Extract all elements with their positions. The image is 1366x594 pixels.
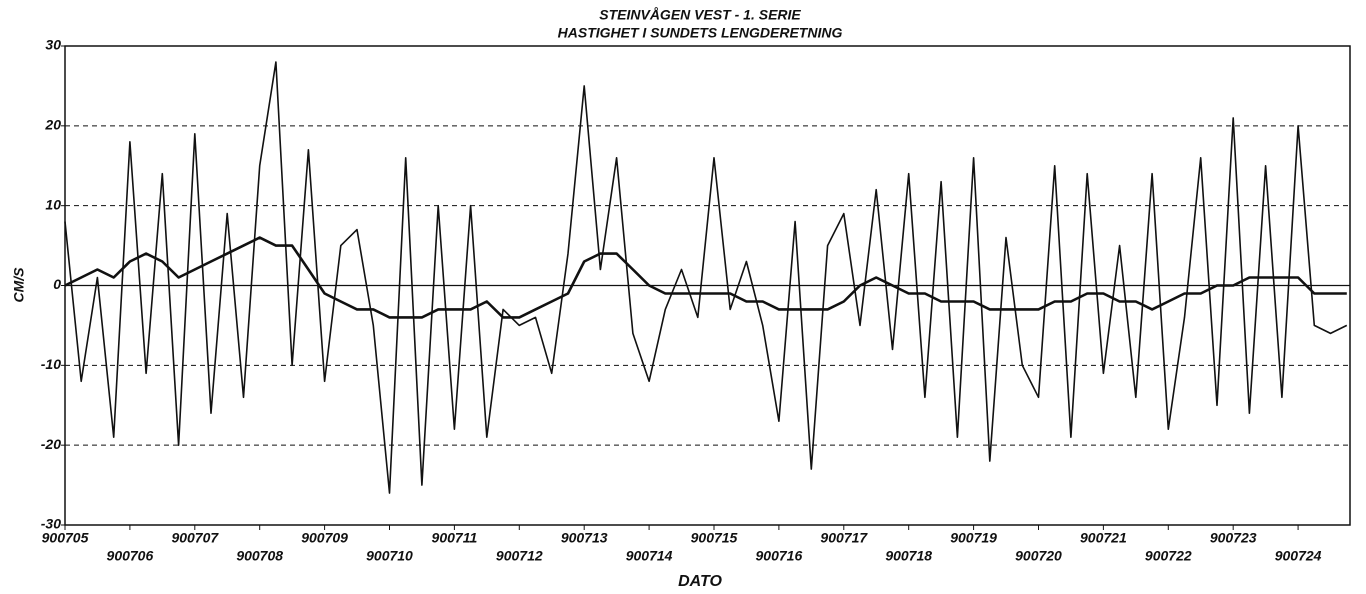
x-tick-label: 900709 bbox=[301, 530, 348, 546]
x-tick-label: 900717 bbox=[820, 530, 868, 546]
y-tick-label: 0 bbox=[53, 276, 61, 292]
y-tick-label: -30 bbox=[41, 516, 61, 532]
x-tick-label: 900724 bbox=[1275, 548, 1322, 564]
chart-title: STEINVÅGEN VEST - 1. SERIE bbox=[599, 7, 801, 23]
x-tick-label: 900711 bbox=[432, 530, 478, 546]
y-tick-label: 10 bbox=[45, 196, 61, 212]
x-tick-label: 900722 bbox=[1145, 548, 1192, 564]
y-tick-label: -20 bbox=[41, 436, 61, 452]
x-tick-label: 900714 bbox=[626, 548, 673, 564]
x-tick-label: 900710 bbox=[366, 548, 413, 564]
x-axis-label: DATO bbox=[678, 573, 722, 590]
x-tick-label: 900721 bbox=[1080, 530, 1127, 546]
x-tick-label: 900720 bbox=[1015, 548, 1062, 564]
x-tick-label: 900713 bbox=[561, 530, 608, 546]
y-tick-label: 20 bbox=[44, 117, 61, 133]
y-axis-label: CM/S bbox=[11, 267, 27, 303]
x-tick-label: 900707 bbox=[171, 530, 219, 546]
y-tick-label: -10 bbox=[41, 356, 61, 372]
chart-subtitle: HASTIGHET I SUNDETS LENGDERETNING bbox=[558, 25, 843, 41]
x-tick-label: 900706 bbox=[107, 548, 154, 564]
x-tick-label: 900723 bbox=[1210, 530, 1257, 546]
x-tick-label: 900715 bbox=[691, 530, 738, 546]
x-tick-label: 900712 bbox=[496, 548, 543, 564]
x-tick-label: 900719 bbox=[950, 530, 997, 546]
x-tick-label: 900705 bbox=[42, 530, 89, 546]
x-tick-label: 900716 bbox=[756, 548, 803, 564]
x-tick-label: 900708 bbox=[236, 548, 283, 564]
x-tick-label: 900718 bbox=[885, 548, 932, 564]
series-line bbox=[64, 236, 1347, 319]
y-tick-label: 30 bbox=[45, 37, 61, 53]
series-line bbox=[64, 61, 1348, 494]
